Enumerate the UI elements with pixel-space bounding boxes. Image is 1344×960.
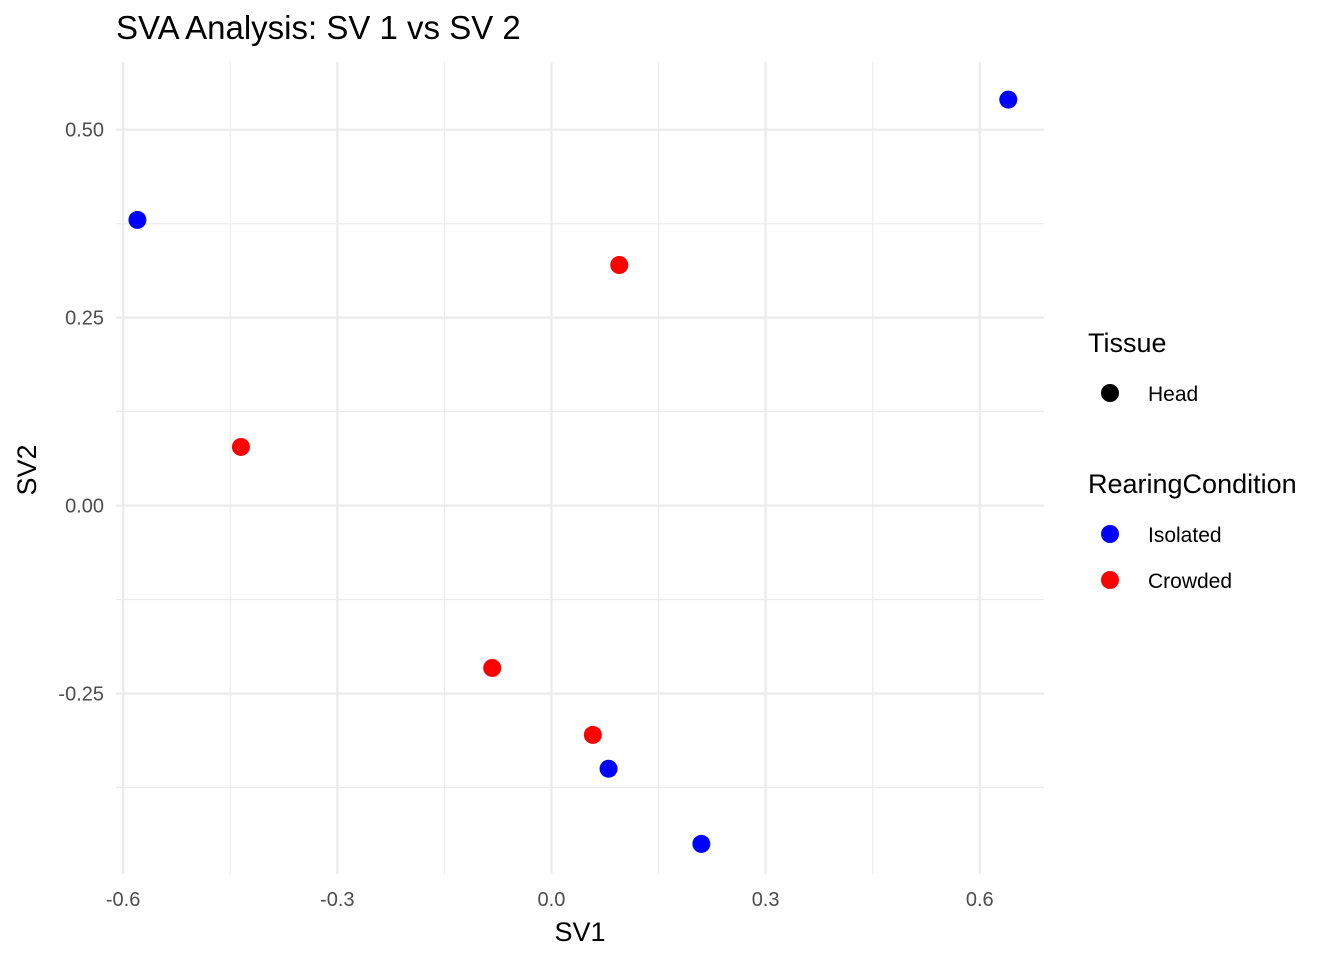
- minor-gridlines-x: [229, 62, 874, 874]
- data-point-crowded: [483, 658, 502, 677]
- legend-title: RearingCondition: [1088, 469, 1297, 499]
- data-points: [128, 90, 1018, 853]
- legend-label: Head: [1148, 383, 1198, 406]
- legend-key-head: [1101, 384, 1119, 402]
- legend: Tissue Head RearingCondition Isolated Crowde…: [1088, 328, 1297, 593]
- data-point-crowded: [583, 725, 602, 744]
- x-tick-label: 0.0: [538, 889, 566, 911]
- chart-title: SVA Analysis: SV 1 vs SV 2: [116, 9, 521, 46]
- major-gridlines-y: [116, 128, 1044, 695]
- y-tick-label: 0.25: [65, 308, 104, 330]
- y-tick-label: -0.25: [58, 684, 104, 706]
- y-tick-label: 0.00: [65, 496, 104, 518]
- x-tick-label: 0.6: [966, 889, 994, 911]
- legend-key-crowded: [1101, 571, 1119, 589]
- legend-label: Crowded: [1148, 570, 1232, 593]
- major-gridlines-x: [122, 62, 981, 874]
- x-tick-label: -0.6: [106, 889, 140, 911]
- data-point-isolated: [128, 210, 147, 229]
- minor-gridlines-y: [116, 223, 1044, 789]
- legend-key-isolated: [1101, 525, 1119, 543]
- y-axis-title: SV2: [12, 444, 42, 495]
- data-point-isolated: [999, 90, 1018, 109]
- x-axis-title: SV1: [554, 917, 605, 947]
- x-axis-tick-labels: -0.6 -0.3 0.0 0.3 0.6: [106, 889, 994, 911]
- data-point-crowded: [610, 256, 629, 274]
- x-tick-label: -0.3: [320, 889, 354, 911]
- legend-title: Tissue: [1088, 328, 1167, 358]
- legend-label: Isolated: [1148, 524, 1222, 547]
- x-tick-label: 0.3: [752, 889, 780, 911]
- data-point-isolated: [692, 834, 711, 853]
- data-point-crowded: [231, 437, 250, 456]
- y-tick-label: 0.50: [65, 120, 104, 142]
- y-axis-tick-labels: -0.25 0.00 0.25 0.50: [58, 120, 104, 706]
- data-point-isolated: [599, 759, 618, 778]
